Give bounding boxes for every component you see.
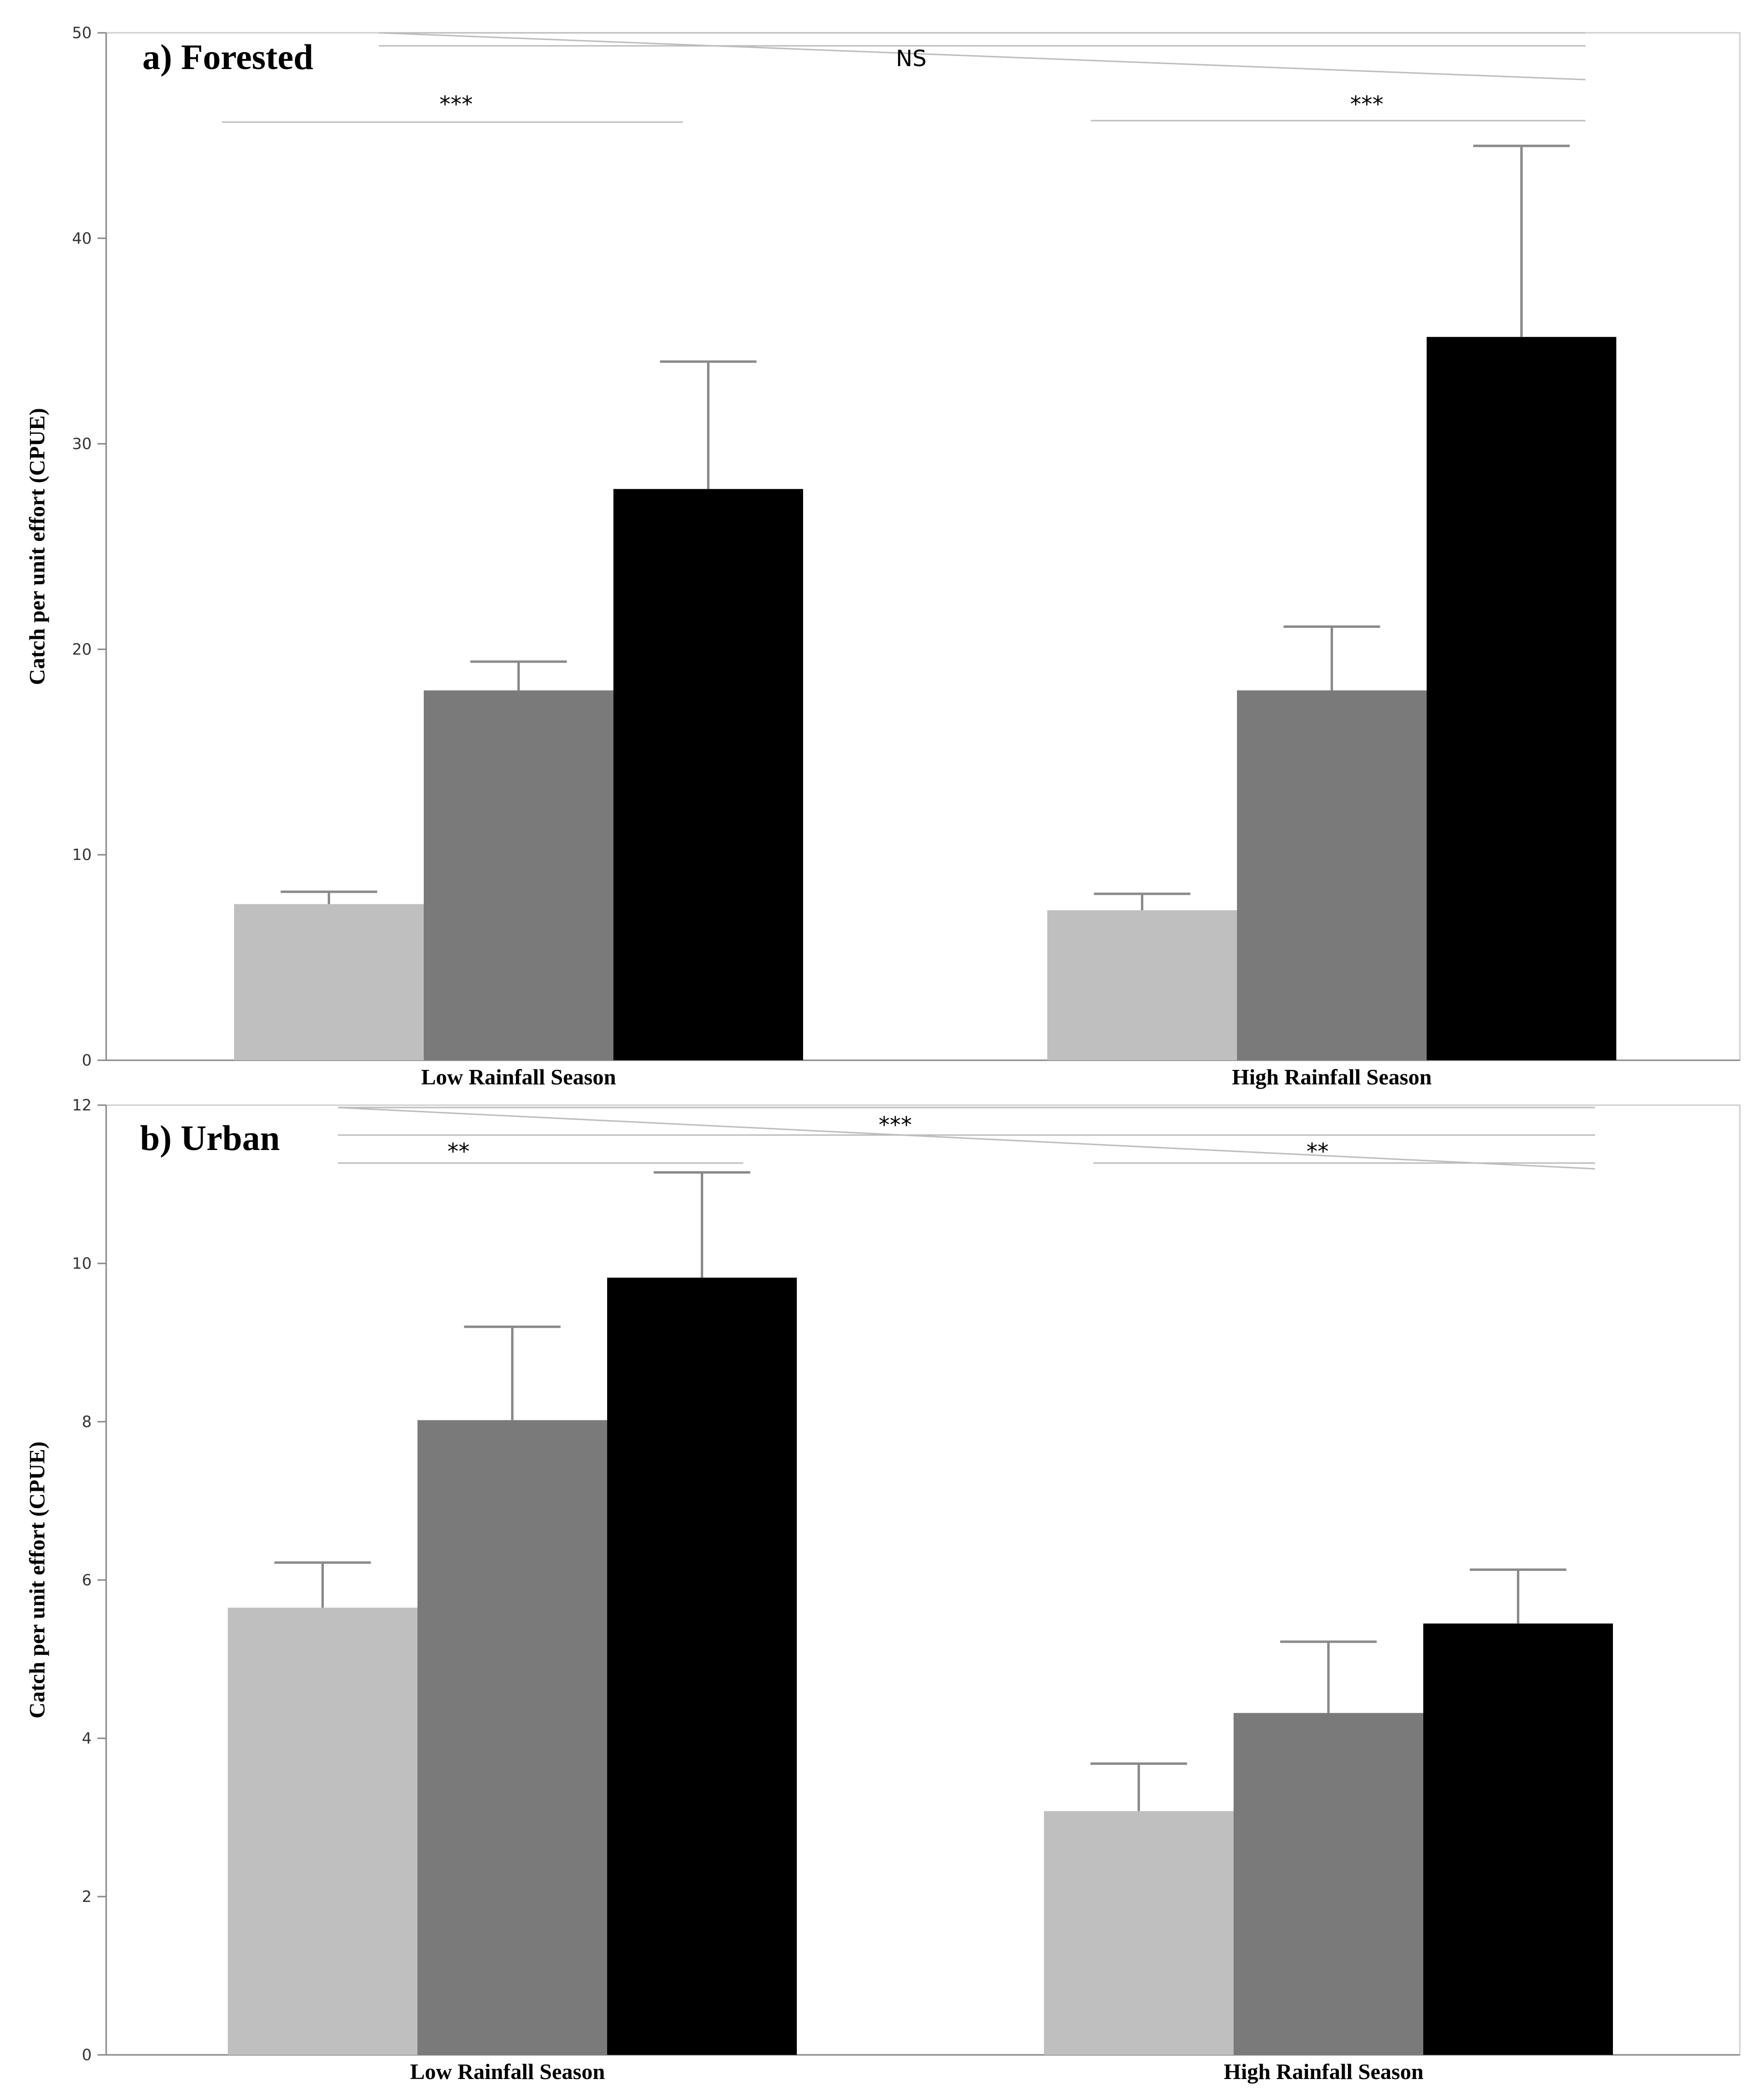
y-axis-label: Catch per unit effort (CPUE)	[25, 1442, 49, 1719]
y-tick-label: 40	[72, 229, 92, 248]
x-category-label: High Rainfall Season	[1223, 2059, 1423, 2084]
bar	[1237, 690, 1427, 1060]
panel-title: a) Forested	[142, 38, 313, 77]
significance-label: **	[447, 1138, 470, 1164]
y-tick-label: 0	[82, 2046, 92, 2064]
bar	[1427, 337, 1616, 1060]
y-tick-label: 30	[72, 435, 92, 453]
y-tick-label: 4	[82, 1729, 92, 1747]
bar	[613, 489, 803, 1060]
bar	[607, 1277, 797, 2055]
bar	[234, 904, 424, 1060]
bar	[1044, 1811, 1234, 2055]
y-tick-label: 50	[72, 24, 92, 42]
significance-line	[378, 32, 1586, 81]
bar	[417, 1420, 607, 2055]
y-tick-label: 2	[82, 1887, 92, 1906]
y-tick-label: 0	[82, 1051, 92, 1069]
x-category-label: Low Rainfall Season	[410, 2059, 605, 2084]
panel-forested: 0 10 20 30 40 50 Low Rainfall Season High Rainf…	[25, 24, 1741, 1089]
panel-title: b) Urban	[140, 1119, 280, 1158]
y-tick-label: 12	[72, 1096, 92, 1114]
y-tick-label: 10	[72, 1254, 92, 1273]
bar	[1234, 1713, 1423, 2055]
x-category-label: High Rainfall Season	[1232, 1065, 1431, 1089]
panel-urban: 0 2 4 6 8 10 12 Low Rainfall Season High Rainfal…	[25, 1096, 1741, 2084]
significance-label: NS	[896, 45, 927, 71]
significance-label: ***	[879, 1112, 912, 1138]
significance-label: ***	[1350, 91, 1384, 117]
bar	[424, 690, 613, 1060]
significance-label: ***	[440, 91, 473, 117]
y-tick-label: 6	[82, 1571, 92, 1589]
bar	[1047, 910, 1237, 1060]
bar	[1423, 1623, 1613, 2055]
y-tick-label: 10	[72, 846, 92, 864]
x-category-label: Low Rainfall Season	[421, 1065, 616, 1089]
y-axis-label: Catch per unit effort (CPUE)	[25, 408, 49, 685]
significance-line	[337, 1107, 1596, 1170]
y-tick-label: 8	[82, 1413, 92, 1431]
bar	[228, 1608, 417, 2055]
significance-label: **	[1306, 1138, 1329, 1164]
y-tick-label: 20	[72, 640, 92, 658]
